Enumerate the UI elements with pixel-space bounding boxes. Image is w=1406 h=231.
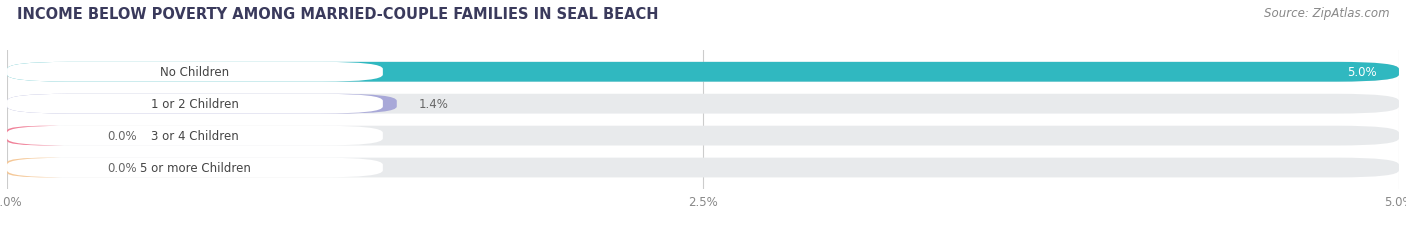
Text: 0.0%: 0.0% (107, 161, 136, 174)
FancyBboxPatch shape (7, 94, 382, 114)
Text: 5.0%: 5.0% (1347, 66, 1376, 79)
Text: 3 or 4 Children: 3 or 4 Children (150, 130, 239, 143)
FancyBboxPatch shape (7, 158, 84, 178)
FancyBboxPatch shape (7, 126, 382, 146)
Text: Source: ZipAtlas.com: Source: ZipAtlas.com (1264, 7, 1389, 20)
Text: 1.4%: 1.4% (419, 98, 449, 111)
FancyBboxPatch shape (7, 126, 1399, 146)
FancyBboxPatch shape (7, 63, 382, 82)
FancyBboxPatch shape (7, 63, 1399, 82)
Text: No Children: No Children (160, 66, 229, 79)
Text: 5 or more Children: 5 or more Children (139, 161, 250, 174)
FancyBboxPatch shape (7, 94, 1399, 114)
FancyBboxPatch shape (7, 158, 382, 178)
FancyBboxPatch shape (7, 63, 1399, 82)
Text: 0.0%: 0.0% (107, 130, 136, 143)
FancyBboxPatch shape (7, 94, 396, 114)
FancyBboxPatch shape (7, 158, 1399, 178)
Text: INCOME BELOW POVERTY AMONG MARRIED-COUPLE FAMILIES IN SEAL BEACH: INCOME BELOW POVERTY AMONG MARRIED-COUPL… (17, 7, 658, 22)
Text: 1 or 2 Children: 1 or 2 Children (150, 98, 239, 111)
FancyBboxPatch shape (7, 126, 84, 146)
